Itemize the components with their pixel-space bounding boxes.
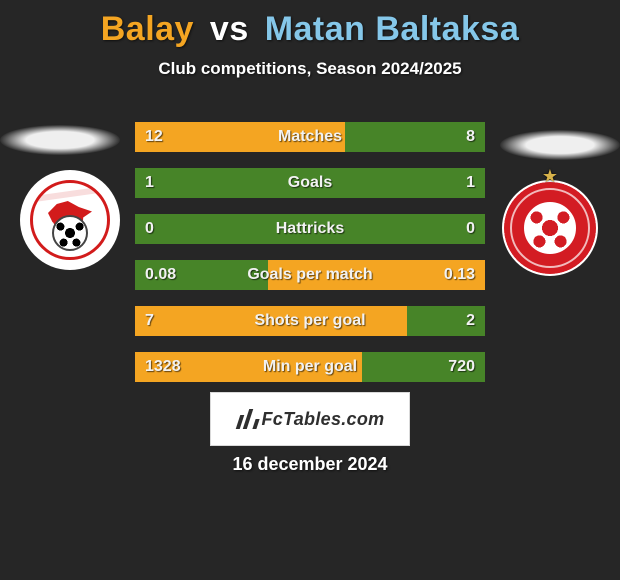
stat-seg-left — [135, 352, 362, 382]
stat-seg-left — [135, 214, 310, 244]
team-badge-right: ★ — [500, 178, 600, 278]
player1-name: Balay — [101, 10, 194, 48]
stat-seg-right — [407, 306, 485, 336]
crest-right-icon: ★ — [502, 180, 598, 276]
stat-row: Min per goal1328720 — [135, 352, 485, 382]
badge-shadow-left — [0, 125, 120, 155]
stat-row: Shots per goal72 — [135, 306, 485, 336]
team-badge-left — [20, 170, 120, 270]
stat-row: Matches128 — [135, 122, 485, 152]
brand-plate: FcTables.com — [210, 392, 410, 446]
stat-row: Goals11 — [135, 168, 485, 198]
player2-name: Matan Baltaksa — [265, 10, 520, 48]
page-title: Balay vs Matan Baltaksa — [0, 0, 620, 49]
brand-text: FcTables.com — [262, 409, 385, 430]
stat-seg-right — [345, 122, 485, 152]
stats-table: Matches128 Goals11 Hattricks00 Goals per ma… — [135, 122, 485, 398]
stat-seg-left — [135, 122, 345, 152]
brand-logo-icon — [236, 409, 256, 429]
stat-seg-left — [135, 168, 310, 198]
stat-row: Hattricks00 — [135, 214, 485, 244]
subtitle: Club competitions, Season 2024/2025 — [0, 59, 620, 79]
vs-text: vs — [210, 10, 249, 48]
stat-seg-right — [310, 168, 485, 198]
stat-seg-left — [135, 260, 268, 290]
crest-left-icon — [30, 180, 110, 260]
stat-seg-left — [135, 306, 407, 336]
stat-row: Goals per match0.080.13 — [135, 260, 485, 290]
badge-shadow-right — [500, 130, 620, 160]
stat-seg-right — [310, 214, 485, 244]
stat-seg-right — [362, 352, 485, 382]
stat-seg-right — [268, 260, 485, 290]
date-text: 16 december 2024 — [0, 454, 620, 475]
